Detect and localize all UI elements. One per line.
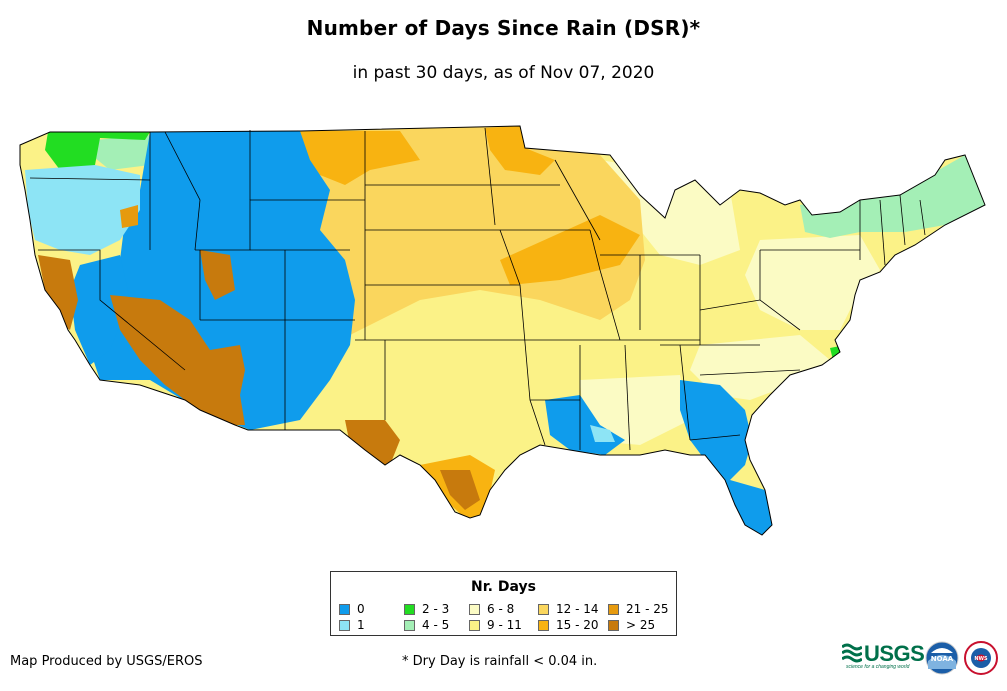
legend-swatch xyxy=(608,620,619,631)
state-borders xyxy=(29,127,926,451)
region-15-20-midwest-streak xyxy=(500,215,640,285)
legend-label: > 25 xyxy=(626,618,656,632)
legend-swatch xyxy=(339,620,350,631)
noaa-logo-text: NOAA xyxy=(931,655,954,663)
legend-swatch xyxy=(538,620,549,631)
region-0-california xyxy=(70,255,130,365)
footnote-text: * Dry Day is rainfall < 0.04 in. xyxy=(402,654,598,669)
nws-logo-text: NWS xyxy=(974,656,988,662)
legend-item: 4 - 5 xyxy=(404,619,449,632)
legend-item: 15 - 20 xyxy=(538,619,599,632)
legend-item: 12 - 14 xyxy=(538,603,599,616)
legend-item: 2 - 3 xyxy=(404,603,449,616)
legend-swatch xyxy=(538,604,549,615)
region-12-14-plains xyxy=(300,126,645,335)
legend-swatch xyxy=(469,620,480,631)
region-0-florida xyxy=(680,380,772,535)
region-2-3-washington xyxy=(45,132,150,178)
legend-item: > 25 xyxy=(608,619,655,632)
legend-item: 21 - 25 xyxy=(608,603,669,616)
legend-label: 9 - 11 xyxy=(487,618,522,632)
map-subtitle: in past 30 days, as of Nov 07, 2020 xyxy=(352,63,655,83)
legend-item: 0 xyxy=(339,603,365,616)
legend-box: Nr. Days 0 1 2 - 3 4 - 5 6 - 8 9 - 11 12 - 14 1… xyxy=(330,571,677,636)
legend-label: 15 - 20 xyxy=(556,618,599,632)
credit-text: Map Produced by USGS/EROS xyxy=(10,654,203,669)
usgs-logo-icon xyxy=(842,643,862,663)
map-title: Number of Days Since Rain (DSR)* xyxy=(306,16,701,40)
region-1-oregon xyxy=(25,165,140,255)
legend-label: 4 - 5 xyxy=(422,618,450,632)
noaa-logo: NOAA xyxy=(925,641,959,675)
region-15-20-montana xyxy=(300,131,420,185)
region-6-8-northeast xyxy=(745,235,880,330)
region-over25-texas-south xyxy=(440,470,480,510)
legend-swatch xyxy=(404,604,415,615)
nws-logo: NWS xyxy=(964,641,998,675)
region-15-20-minnesota xyxy=(485,126,555,175)
legend-label: 1 xyxy=(357,618,365,632)
legend-item: 1 xyxy=(339,619,365,632)
legend-swatch xyxy=(469,604,480,615)
region-4-5-northeast xyxy=(800,155,985,238)
legend-swatch xyxy=(339,604,350,615)
legend-label: 21 - 25 xyxy=(626,602,669,616)
legend-label: 2 - 3 xyxy=(422,602,450,616)
legend-label: 6 - 8 xyxy=(487,602,515,616)
legend-item: 9 - 11 xyxy=(469,619,522,632)
region-over25-southwest xyxy=(110,295,245,425)
usgs-logo-text: USGS xyxy=(864,641,925,666)
legend-swatch xyxy=(608,604,619,615)
region-over25-nevada xyxy=(200,250,235,300)
legend-label: 12 - 14 xyxy=(556,602,599,616)
legend-swatch xyxy=(404,620,415,631)
usgs-logo-tagline: science for a changing world xyxy=(846,664,910,670)
region-over25-california xyxy=(38,255,78,330)
legend-item: 6 - 8 xyxy=(469,603,514,616)
region-4-5-washington xyxy=(95,135,150,170)
legend-label: 0 xyxy=(357,602,365,616)
legend-title: Nr. Days xyxy=(471,579,536,595)
region-6-8-southeast xyxy=(690,335,830,400)
region-21-25-oregon xyxy=(120,205,138,228)
conus-outline xyxy=(19,125,986,536)
region-1-gulf-coast xyxy=(590,425,615,442)
region-6-8-gulf xyxy=(580,375,690,445)
